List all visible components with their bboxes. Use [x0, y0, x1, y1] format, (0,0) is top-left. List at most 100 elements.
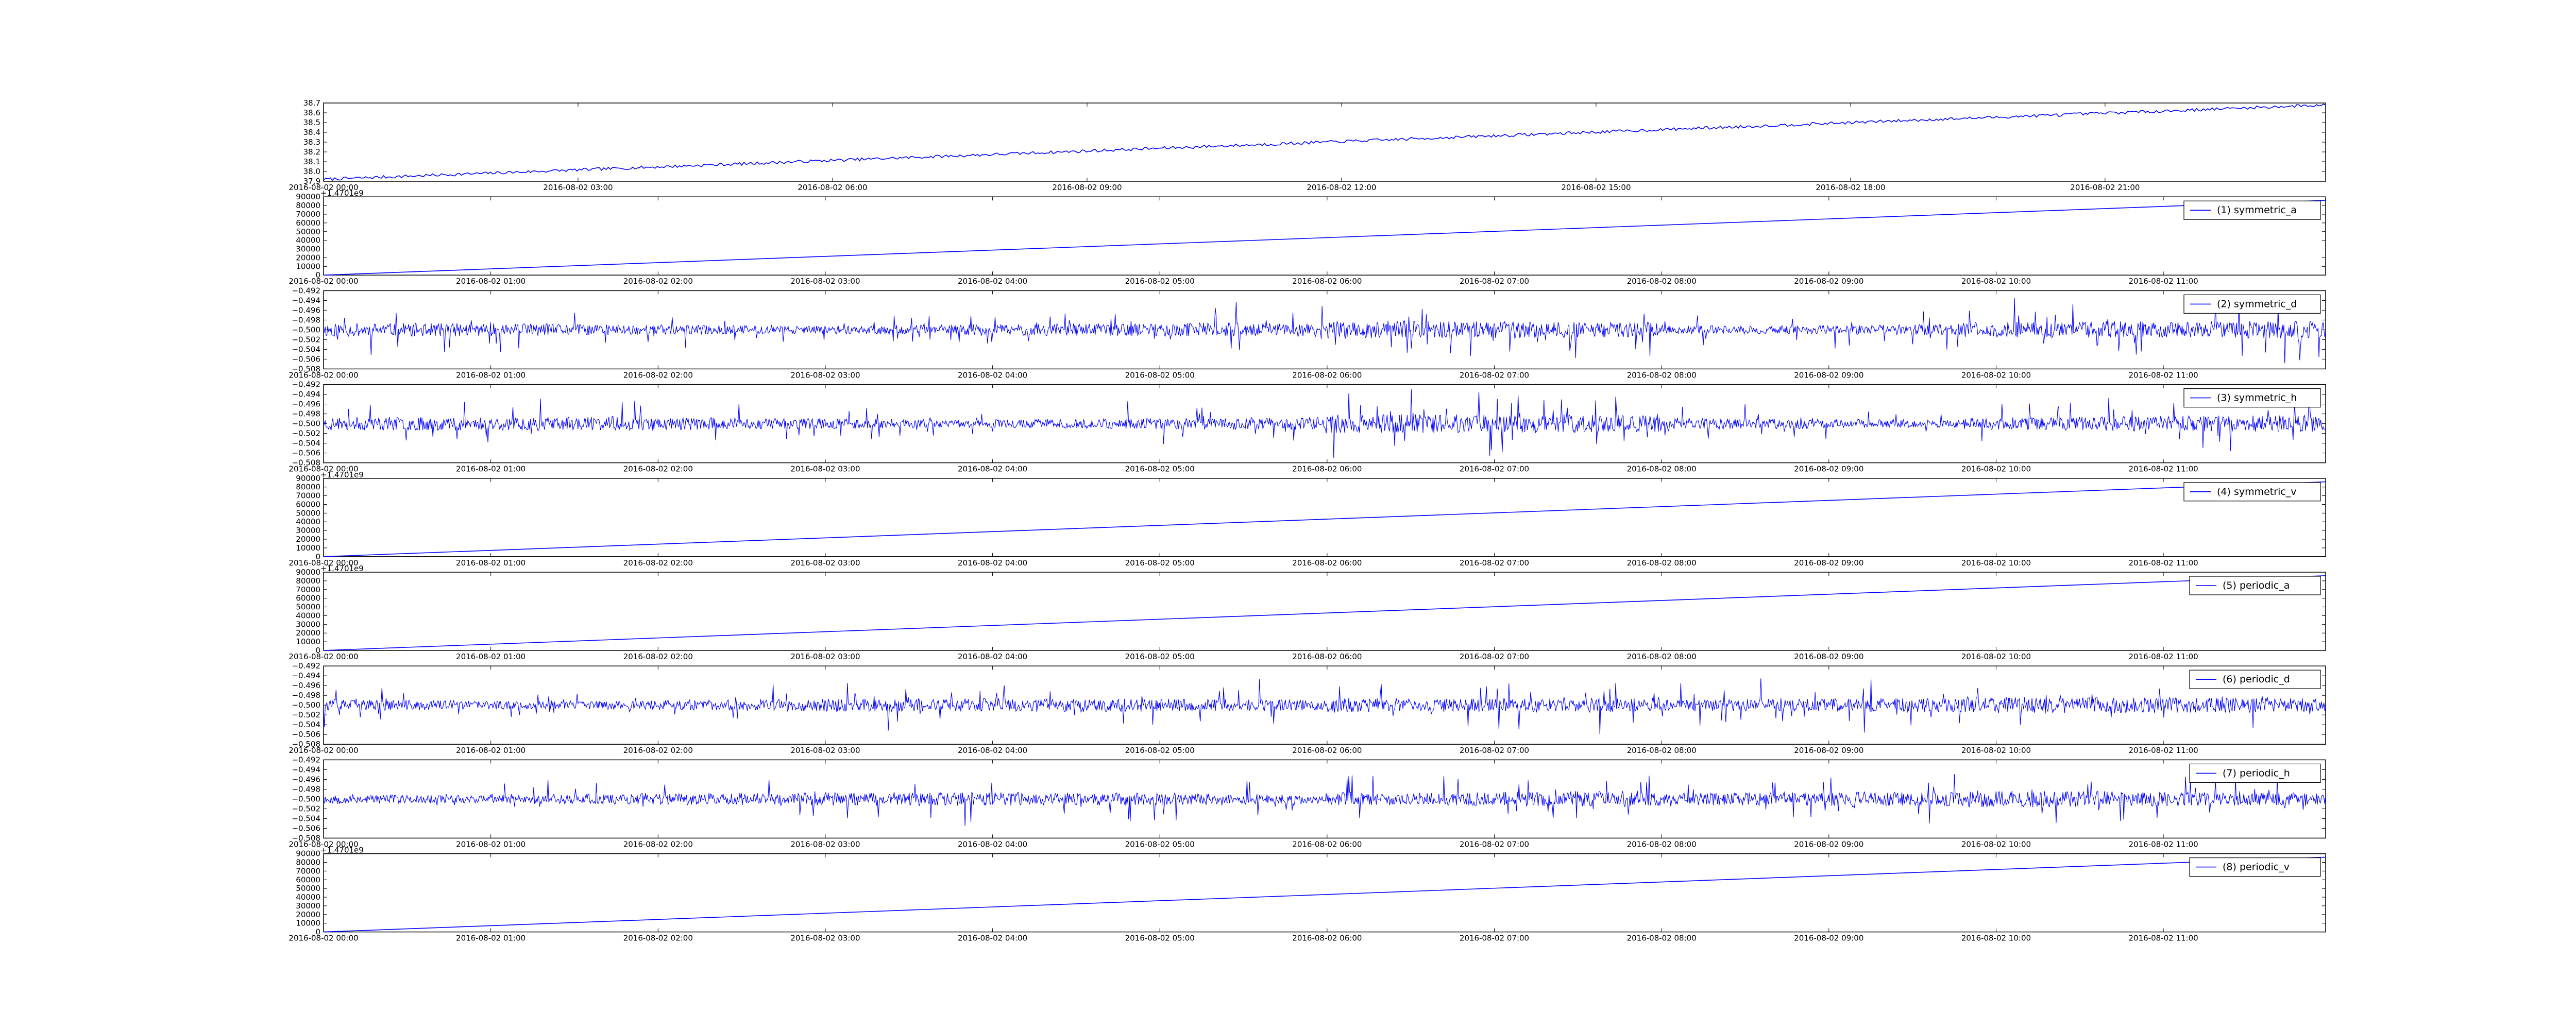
x-tick-label: 2016-08-02 08:00	[1627, 277, 1697, 286]
x-tick-label: 2016-08-02 05:00	[1125, 746, 1195, 755]
y-tick-label: 90000	[296, 474, 320, 483]
y-tick-label: −0.498	[292, 409, 320, 419]
y-tick-label: 38.4	[303, 128, 320, 137]
x-tick-label: 2016-08-02 02:00	[623, 277, 693, 286]
panel-9: 0100002000030000400005000060000700008000…	[289, 846, 2326, 943]
y-tick-label: 80000	[296, 576, 320, 586]
y-offset-text: +1.4701e9	[320, 470, 364, 479]
x-tick-label: 2016-08-02 08:00	[1627, 839, 1697, 849]
y-offset-text: +1.4701e9	[320, 846, 364, 855]
y-tick-label: 40000	[296, 892, 320, 902]
x-tick-label: 2016-08-02 18:00	[1816, 183, 1885, 192]
y-tick-label: 38.3	[303, 138, 320, 147]
y-tick-label: 50000	[296, 508, 320, 518]
x-tick-label: 2016-08-02 04:00	[958, 558, 1027, 568]
x-tick-label: 2016-08-02 09:00	[1052, 183, 1122, 192]
legend-label: (5) periodic_a	[2223, 580, 2290, 591]
x-tick-label: 2016-08-02 01:00	[456, 652, 526, 661]
y-tick-label: 20000	[296, 628, 320, 638]
y-tick-label: −0.504	[292, 720, 320, 729]
x-tick-label: 2016-08-02 10:00	[1961, 277, 2031, 286]
series-line	[323, 481, 2326, 557]
x-tick-label: 2016-08-02 02:00	[623, 370, 693, 380]
x-tick-label: 2016-08-02 01:00	[456, 839, 526, 849]
x-tick-label: 2016-08-02 09:00	[1794, 370, 1863, 380]
y-tick-label: −0.500	[292, 419, 320, 428]
y-tick-label: 50000	[296, 603, 320, 612]
x-tick-label: 2016-08-02 02:00	[623, 839, 693, 849]
x-tick-label: 2016-08-02 05:00	[1125, 277, 1195, 286]
x-tick-label: 2016-08-02 09:00	[1794, 465, 1863, 474]
legend-label: (3) symmetric_h	[2217, 392, 2297, 404]
y-tick-label: −0.496	[292, 775, 320, 784]
y-tick-label: 70000	[296, 210, 320, 219]
y-tick-label: 80000	[296, 201, 320, 210]
y-tick-label: −0.508	[292, 833, 320, 843]
x-tick-label: 2016-08-02 10:00	[1961, 652, 2031, 661]
x-tick-label: 2016-08-02 04:00	[958, 746, 1027, 755]
x-tick-label: 2016-08-02 06:00	[1292, 839, 1362, 849]
x-tick-label: 2016-08-02 06:00	[1292, 746, 1362, 755]
x-tick-label: 2016-08-02 08:00	[1627, 558, 1697, 568]
x-tick-label: 2016-08-02 07:00	[1460, 370, 1529, 380]
panel-8: −0.508−0.506−0.504−0.502−0.500−0.498−0.4…	[289, 755, 2326, 849]
x-tick-label: 2016-08-02 01:00	[456, 746, 526, 755]
x-tick-label: 2016-08-02 10:00	[1961, 839, 2031, 849]
y-tick-label: −0.498	[292, 315, 320, 324]
y-tick-label: 0	[315, 928, 320, 937]
x-tick-label: 2016-08-02 06:00	[1292, 934, 1362, 943]
y-tick-label: 20000	[296, 910, 320, 919]
y-tick-label: 50000	[296, 227, 320, 236]
y-tick-label: −0.494	[292, 765, 320, 774]
y-tick-label: 60000	[296, 500, 320, 509]
x-tick-label: 2016-08-02 03:00	[790, 465, 860, 474]
x-tick-label: 2016-08-02 03:00	[790, 746, 860, 755]
x-tick-label: 2016-08-02 09:00	[1794, 839, 1863, 849]
legend: (8) periodic_v	[2189, 857, 2321, 877]
x-tick-label: 2016-08-02 10:00	[1961, 465, 2031, 474]
y-tick-label: −0.502	[292, 710, 320, 719]
y-tick-label: 10000	[296, 637, 320, 646]
legend-label: (2) symmetric_d	[2217, 298, 2297, 310]
x-tick-label: 2016-08-02 07:00	[1460, 558, 1529, 568]
y-tick-label: 20000	[296, 253, 320, 262]
y-tick-label: −0.502	[292, 804, 320, 813]
x-tick-label: 2016-08-02 01:00	[456, 277, 526, 286]
x-tick-label: 2016-08-02 02:00	[623, 652, 693, 661]
y-tick-label: −0.498	[292, 784, 320, 794]
y-tick-label: 38.1	[303, 157, 320, 166]
y-tick-label: −0.492	[292, 286, 320, 295]
x-tick-label: 2016-08-02 03:00	[790, 934, 860, 943]
y-tick-label: 70000	[296, 866, 320, 876]
y-tick-label: −0.492	[292, 661, 320, 671]
x-tick-label: 2016-08-02 11:00	[2129, 370, 2198, 380]
legend: (1) symmetric_a	[2183, 200, 2321, 220]
x-tick-label: 2016-08-02 05:00	[1125, 839, 1195, 849]
series-line	[323, 200, 2326, 276]
x-tick-label: 2016-08-02 02:00	[623, 746, 693, 755]
x-tick-label: 2016-08-02 03:00	[790, 558, 860, 568]
panel-2: 0100002000030000400005000060000700008000…	[289, 188, 2326, 286]
y-offset-text: +1.4701e9	[320, 564, 364, 573]
x-tick-label: 2016-08-02 05:00	[1125, 465, 1195, 474]
axes-frame	[323, 290, 2326, 370]
y-tick-label: 10000	[296, 543, 320, 553]
legend: (2) symmetric_d	[2183, 294, 2321, 314]
legend-label: (1) symmetric_a	[2217, 204, 2297, 216]
y-tick-label: 30000	[296, 526, 320, 535]
x-tick-label: 2016-08-02 10:00	[1961, 934, 2031, 943]
x-tick-label: 2016-08-02 08:00	[1627, 934, 1697, 943]
y-tick-label: 40000	[296, 236, 320, 245]
y-tick-label: −0.504	[292, 345, 320, 354]
x-tick-label: 2016-08-02 00:00	[289, 277, 358, 286]
x-tick-label: 2016-08-02 00:00	[289, 558, 358, 568]
x-tick-label: 2016-08-02 11:00	[2129, 652, 2198, 661]
x-tick-label: 2016-08-02 03:00	[543, 183, 613, 192]
legend-label: (7) periodic_h	[2223, 767, 2290, 779]
x-tick-label: 2016-08-02 08:00	[1627, 746, 1697, 755]
y-tick-label: −0.508	[292, 458, 320, 468]
legend: (6) periodic_d	[2189, 670, 2321, 689]
y-tick-label: 70000	[296, 585, 320, 594]
legend-label: (8) periodic_v	[2223, 862, 2290, 873]
y-tick-label: 38.0	[303, 167, 320, 176]
